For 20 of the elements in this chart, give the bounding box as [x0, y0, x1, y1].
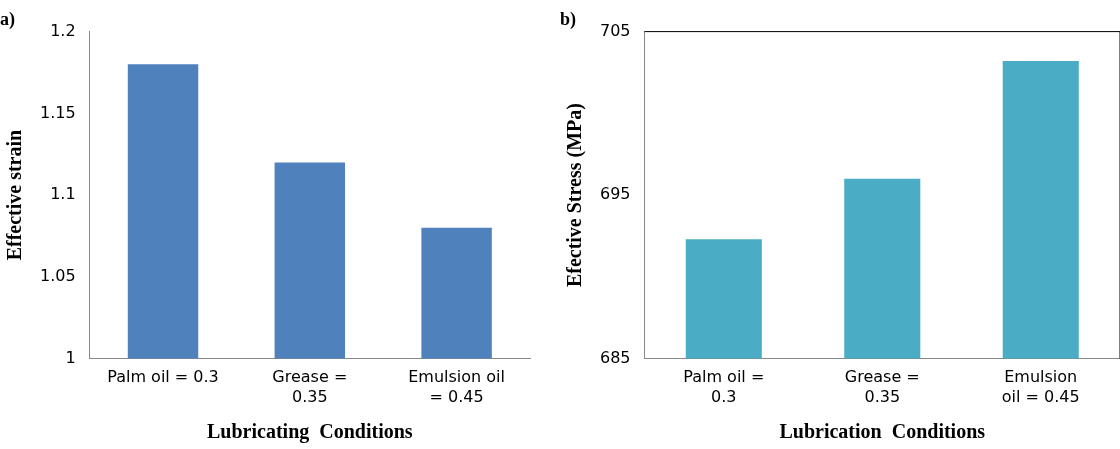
x-tick-label: Emulsion oil = 0.45 [1001, 367, 1080, 406]
y-tick-label: 1.15 [40, 102, 76, 122]
y-tick-label: 685 [599, 347, 631, 367]
x-tick-label: Palm oil = 0.3 [683, 367, 765, 406]
y-tick-label: 1.2 [50, 20, 76, 40]
x-tick-label: Grease = 0.35 [272, 367, 348, 406]
chart-title: a) [0, 9, 15, 31]
x-axis-title: Lubrication Conditions [779, 420, 986, 443]
y-tick-label: 1 [65, 347, 76, 367]
y-tick-label: 705 [599, 20, 631, 40]
y-tick-label: 695 [599, 184, 631, 204]
x-tick-label: Palm oil = 0.3 [107, 367, 219, 387]
y-axis-title: Effective strain [3, 129, 26, 261]
chart-title: b) [560, 9, 577, 31]
y-tick-label: 1.05 [40, 266, 76, 286]
x-tick-label: Grease = 0.35 [844, 367, 920, 406]
y-tick-label: 1.1 [50, 184, 76, 204]
y-axis-title: Efective Stress (MPa) [563, 103, 587, 288]
x-axis-title: Lubricating Conditions [207, 420, 413, 444]
x-tick-label: Emulsion oil = 0.45 [408, 367, 505, 406]
